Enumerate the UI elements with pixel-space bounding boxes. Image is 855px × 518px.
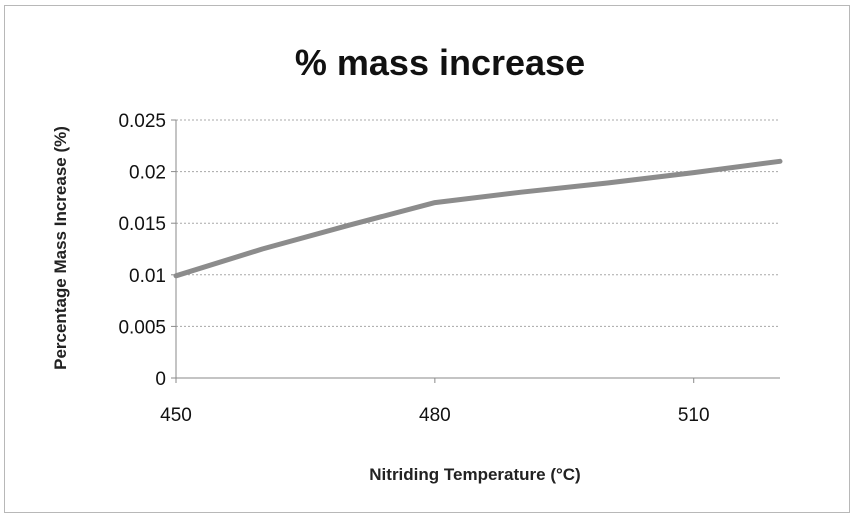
chart-frame xyxy=(4,5,850,513)
y-tick-label: 0.01 xyxy=(129,266,166,287)
x-axis-label: Nitriding Temperature (°C) xyxy=(369,465,580,484)
x-tick-label: 450 xyxy=(160,405,192,426)
y-tick-label: 0.005 xyxy=(118,317,166,338)
y-tick-label: 0 xyxy=(155,369,166,390)
chart-title: % mass increase xyxy=(295,42,585,83)
y-axis-tick-labels: 0 0.005 0.01 0.015 0.02 0.025 xyxy=(118,111,176,390)
gridlines xyxy=(176,119,780,327)
y-tick-label: 0.015 xyxy=(118,214,166,235)
x-axis-tick-labels: 450 480 510 xyxy=(160,378,710,426)
y-axis-label: Percentage Mass Increase (%) xyxy=(51,126,70,370)
data-series xyxy=(173,158,783,279)
x-tick-label: 510 xyxy=(678,405,710,426)
y-tick-label: 0.025 xyxy=(118,111,166,132)
y-tick-label: 0.02 xyxy=(129,163,166,184)
series-line xyxy=(173,158,783,279)
x-tick-label: 480 xyxy=(419,405,451,426)
